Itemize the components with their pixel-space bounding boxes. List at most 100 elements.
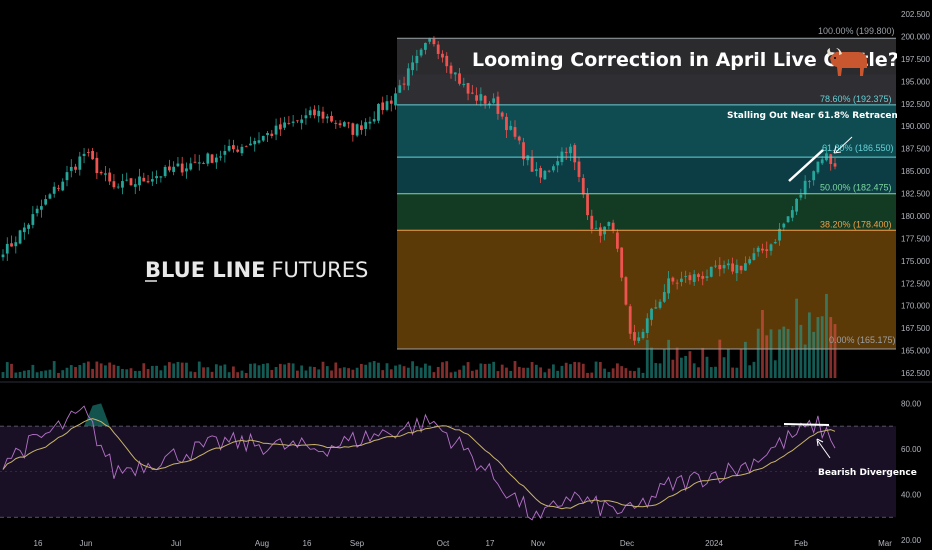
candle-body xyxy=(692,274,696,282)
volume-bar xyxy=(261,363,265,378)
rsi-ma-line xyxy=(2,418,836,510)
candle-body xyxy=(206,153,210,164)
volume-bar xyxy=(304,370,308,378)
candle-body xyxy=(31,214,35,225)
volume-bar xyxy=(22,370,26,378)
volume-bar xyxy=(769,329,773,378)
volume-bar xyxy=(530,362,534,378)
candle-body xyxy=(133,184,137,187)
volume-bar xyxy=(18,371,22,378)
candle-body xyxy=(112,181,116,188)
candle-body xyxy=(722,265,726,269)
time-axis[interactable]: 16 Jun Jul Aug 16 Sep Oct 17 Nov Dec 2024 Feb Mar xyxy=(34,539,893,548)
volume-bar xyxy=(799,324,803,378)
candle-body xyxy=(308,110,312,116)
volume-bar xyxy=(500,364,504,378)
volume-bar xyxy=(364,364,368,378)
candle-body xyxy=(748,259,752,264)
volume-bar xyxy=(193,372,197,378)
candle-body xyxy=(232,145,235,150)
candle-body xyxy=(662,292,666,302)
price-tick-label: 200.000 xyxy=(901,32,930,41)
candle-body xyxy=(607,222,611,226)
candle-body xyxy=(543,170,547,180)
candle-body xyxy=(569,146,572,154)
candle-body xyxy=(637,337,641,341)
volume-bar xyxy=(603,368,606,378)
volume-bar xyxy=(334,362,338,378)
candle-body xyxy=(355,124,359,136)
candle-body xyxy=(765,249,769,251)
candle-body xyxy=(317,110,321,117)
volume-bar xyxy=(291,363,295,378)
volume-bar xyxy=(752,361,756,378)
price-axis[interactable]: 202.500 200.000 197.500 195.000 192.500 190.0… xyxy=(897,0,932,382)
price-tick-label: 190.000 xyxy=(901,122,930,131)
candle-body xyxy=(274,125,278,135)
volume-bar xyxy=(159,370,163,378)
price-tick-label: 177.500 xyxy=(901,234,930,243)
volume-bar xyxy=(35,372,39,378)
volume-bar xyxy=(253,363,257,378)
volume-bar xyxy=(381,370,385,378)
volume-bar xyxy=(624,368,628,378)
candle-body xyxy=(667,278,670,294)
price-tick-label: 167.500 xyxy=(901,324,930,333)
candle-body xyxy=(104,173,107,175)
volume-bar xyxy=(581,363,585,378)
rsi-overbought-fill xyxy=(84,403,110,427)
candle-body xyxy=(210,154,214,163)
fib-label: 100.00% (199.800) xyxy=(818,26,895,36)
candle-body xyxy=(163,166,167,177)
candle-body xyxy=(121,181,124,188)
candle-body xyxy=(86,152,90,153)
volume-bar xyxy=(406,367,410,378)
candle-body xyxy=(278,124,282,130)
candle-body xyxy=(526,155,530,161)
candle-body xyxy=(364,122,368,129)
candle-body xyxy=(351,123,355,135)
candle-body xyxy=(658,301,662,308)
candle-body xyxy=(726,263,730,266)
candle-body xyxy=(35,208,39,214)
candle-body xyxy=(146,181,150,183)
time-tick-label: Aug xyxy=(255,539,269,548)
volume-bar xyxy=(598,362,602,378)
time-tick-label: Nov xyxy=(531,539,545,548)
candle-body xyxy=(321,111,325,119)
volume-bar xyxy=(564,362,568,378)
volume-bar xyxy=(129,368,133,378)
volume-bar xyxy=(633,371,636,378)
bull-icon xyxy=(827,48,867,76)
volume-bar xyxy=(458,369,461,378)
volume-bar xyxy=(377,362,380,378)
volume-bar xyxy=(266,363,269,378)
volume-bar xyxy=(104,365,107,378)
volume-bar xyxy=(705,356,709,378)
candle-body xyxy=(714,265,717,267)
volume-bar xyxy=(308,366,312,378)
volume-bar xyxy=(513,361,517,378)
candle-body xyxy=(650,308,653,320)
volume-bar xyxy=(637,367,641,378)
volume-bar xyxy=(61,370,65,378)
candle-body xyxy=(44,199,48,205)
candle-body xyxy=(185,168,188,172)
volume-bar xyxy=(790,348,794,378)
candle-body xyxy=(594,227,598,229)
candle-body xyxy=(436,44,440,54)
candle-body xyxy=(483,95,487,104)
candle-body xyxy=(547,170,551,172)
volume-bar xyxy=(419,367,423,378)
divergence-line xyxy=(783,423,830,426)
candle-body xyxy=(458,73,461,84)
candle-body xyxy=(475,95,478,101)
volume-bar xyxy=(240,370,244,378)
candle-body xyxy=(522,142,525,160)
candle-body xyxy=(91,150,94,160)
volume-bar xyxy=(219,365,222,378)
volume-bar xyxy=(48,369,52,378)
volume-bar xyxy=(547,368,551,378)
rsi-pane: 80.00 60.00 40.00 20.00 xyxy=(0,383,932,550)
